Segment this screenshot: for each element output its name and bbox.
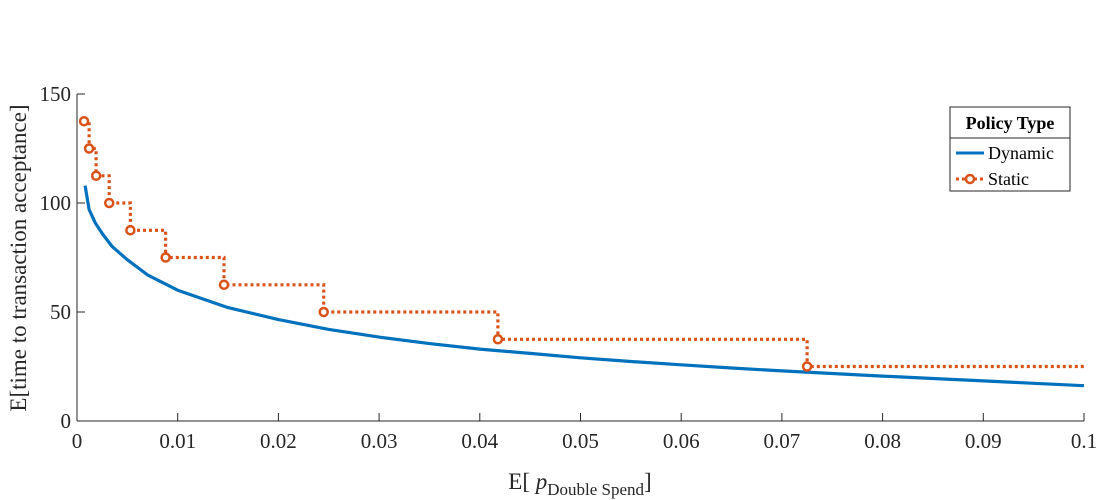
x-axis-label-prefix: E[ bbox=[508, 469, 535, 494]
series-line-dynamic bbox=[83, 185, 1085, 388]
x-tick-label: 0 bbox=[72, 429, 83, 453]
x-tick-label: 0.1 bbox=[1071, 429, 1097, 453]
y-tick-label: 0 bbox=[61, 409, 72, 433]
x-tick-label: 0.08 bbox=[864, 429, 901, 453]
legend-label-dynamic: Dynamic bbox=[988, 143, 1054, 163]
static-point bbox=[125, 225, 136, 236]
x-tick-label: 0.01 bbox=[159, 429, 196, 453]
x-axis-label-var: p bbox=[534, 469, 548, 494]
static-point bbox=[160, 252, 171, 263]
legend: Policy Type Dynamic Static bbox=[949, 106, 1071, 192]
legend-marker-static bbox=[964, 173, 976, 185]
y-tick-label: 150 bbox=[40, 82, 72, 106]
x-tick-label: 0.02 bbox=[260, 429, 297, 453]
plot-area: 0 0.01 0.02 0.03 0.04 0.05 0.06 0.07 0.08 0.09 0.1… bbox=[40, 82, 1098, 453]
x-axis-label: E[ pDouble Spend] bbox=[508, 469, 651, 499]
static-point bbox=[103, 197, 115, 209]
y-axis-label: E[time to transaction acceptance] bbox=[6, 104, 31, 411]
x-tick-label: 0.03 bbox=[361, 429, 398, 453]
x-tick-label: 0.07 bbox=[764, 429, 801, 453]
static-point bbox=[218, 279, 230, 290]
static-point bbox=[801, 361, 813, 372]
y-ticks: 0 50 100 150 bbox=[40, 82, 85, 433]
static-point bbox=[78, 116, 90, 127]
x-axis-label-suffix: ] bbox=[644, 469, 652, 494]
static-point bbox=[83, 143, 95, 154]
legend-title: Policy Type bbox=[966, 113, 1055, 133]
static-point bbox=[90, 170, 102, 181]
legend-label-static: Static bbox=[988, 169, 1029, 189]
static-point bbox=[318, 306, 329, 318]
series-layer bbox=[78, 116, 1085, 388]
x-tick-label: 0.06 bbox=[663, 429, 700, 453]
x-ticks: 0 0.01 0.02 0.03 0.04 0.05 0.06 0.07 0.08 0.09 0.1 bbox=[72, 413, 1097, 453]
x-tick-label: 0.04 bbox=[461, 429, 498, 453]
y-tick-label: 100 bbox=[40, 191, 72, 215]
static-point bbox=[492, 334, 504, 345]
x-tick-label: 0.05 bbox=[562, 429, 599, 453]
y-tick-label: 50 bbox=[50, 300, 71, 324]
series-line-static bbox=[84, 119, 1084, 369]
x-tick-label: 0.09 bbox=[965, 429, 1002, 453]
x-axis-label-sub: Double Spend bbox=[547, 480, 644, 499]
